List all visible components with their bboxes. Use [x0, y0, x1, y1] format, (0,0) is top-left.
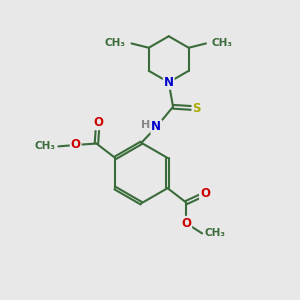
- Text: N: N: [164, 76, 174, 89]
- Text: CH₃: CH₃: [105, 38, 126, 48]
- Text: CH₃: CH₃: [34, 141, 56, 152]
- Text: O: O: [200, 188, 210, 200]
- Text: O: O: [181, 217, 191, 230]
- Text: CH₃: CH₃: [212, 38, 233, 48]
- Text: H: H: [141, 120, 150, 130]
- Text: CH₃: CH₃: [205, 228, 226, 239]
- Text: S: S: [192, 102, 201, 115]
- Text: N: N: [151, 121, 161, 134]
- Text: O: O: [93, 116, 103, 129]
- Text: O: O: [71, 139, 81, 152]
